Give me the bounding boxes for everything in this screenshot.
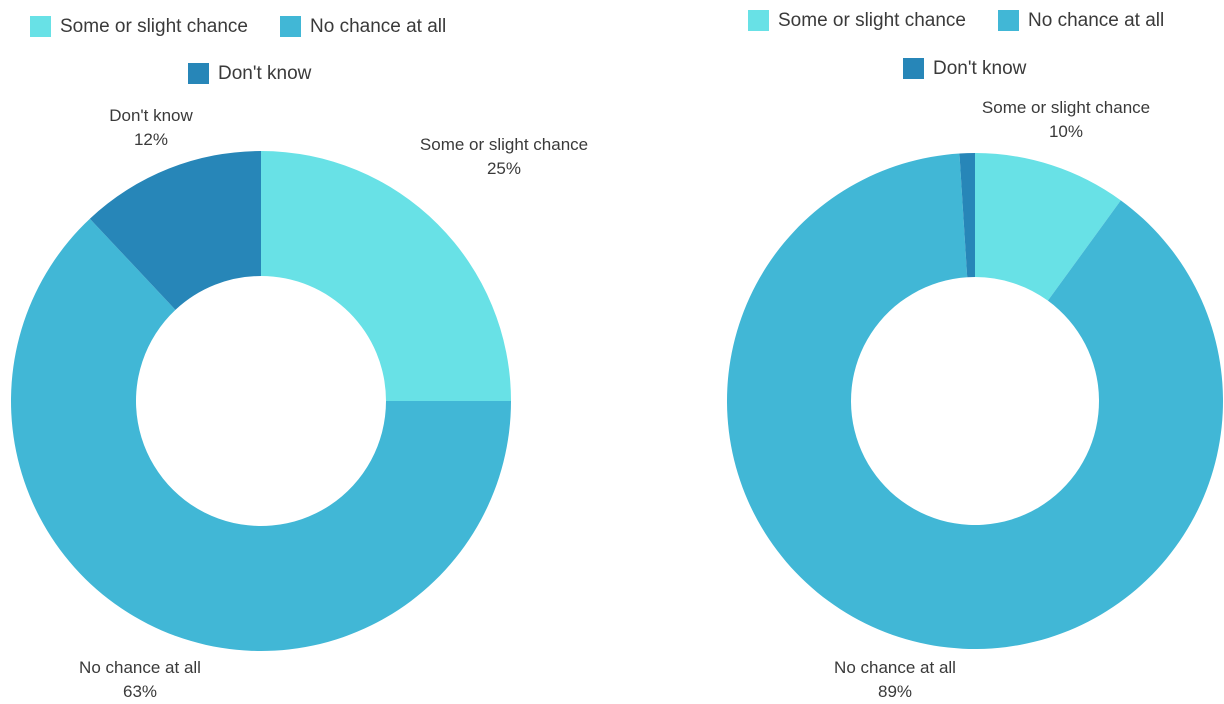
donut-slice-some-or-slight-chance [261, 151, 511, 401]
legend-swatch-dont-know [903, 58, 924, 79]
legend-swatch-no-chance-at-all [998, 10, 1019, 31]
donut-slice-some-or-slight-chance [975, 153, 1121, 301]
legend-label-dont-know: Don't know [933, 58, 1027, 79]
legend-label-some-or-slight-chance: Some or slight chance [60, 16, 248, 37]
legend-row-1: Some or slight chance No chance at all [748, 10, 1164, 31]
slice-label-no-chance-at-all: No chance at all 63% [79, 656, 201, 704]
legend-item-dont-know: Don't know [903, 58, 1026, 79]
slice-label-name: No chance at all [79, 658, 201, 677]
slice-label-dont-know: Don't know 12% [109, 104, 193, 152]
donut-chart-right: Some or slight chance No chance at all D… [612, 0, 1224, 703]
slice-label-value: 63% [122, 682, 158, 701]
slice-label-some-or-slight-chance: Some or slight chance 25% [420, 133, 588, 181]
legend-label-dont-know: Don't know [218, 63, 312, 84]
donut-slice-no-chance-at-all [727, 153, 1223, 649]
legend-item-no-chance-at-all: No chance at all [280, 16, 446, 37]
slice-label-name: Some or slight chance [981, 98, 1151, 117]
legend-swatch-no-chance-at-all [280, 16, 301, 37]
donut-svg-right [727, 153, 1223, 649]
legend-item-no-chance-at-all: No chance at all [998, 10, 1164, 31]
slice-label-name: No chance at all [834, 658, 956, 677]
slice-label-name: Some or slight chance [419, 135, 589, 154]
slice-label-value: 10% [1048, 122, 1084, 141]
donut-svg-left [11, 151, 512, 651]
slice-label-name: Don't know [109, 106, 193, 125]
slice-label-value: 89% [877, 682, 913, 701]
legend-label-no-chance-at-all: No chance at all [1028, 10, 1165, 31]
slice-label-some-or-slight-chance: Some or slight chance 10% [982, 96, 1150, 144]
donut-chart-left: Some or slight chance No chance at all D… [0, 0, 612, 703]
donut-slice-don-t-know [89, 151, 261, 310]
legend-item-dont-know: Don't know [188, 63, 311, 84]
legend-row-2: Don't know [188, 63, 311, 84]
slice-label-no-chance-at-all: No chance at all 89% [834, 656, 956, 704]
slice-label-value: 25% [486, 159, 522, 178]
legend-label-no-chance-at-all: No chance at all [310, 16, 447, 37]
slice-label-value: 12% [133, 130, 169, 149]
legend-item-some-or-slight-chance: Some or slight chance [30, 16, 248, 37]
legend-item-some-or-slight-chance: Some or slight chance [748, 10, 966, 31]
legend-row-2: Don't know [903, 58, 1026, 79]
donut-slice-don-t-know [959, 153, 975, 278]
legend-swatch-some-or-slight-chance [30, 16, 51, 37]
legend-row-1: Some or slight chance No chance at all [30, 16, 446, 37]
legend-swatch-some-or-slight-chance [748, 10, 769, 31]
donut-slice-no-chance-at-all [11, 218, 512, 651]
legend-label-some-or-slight-chance: Some or slight chance [778, 10, 966, 31]
legend-swatch-dont-know [188, 63, 209, 84]
